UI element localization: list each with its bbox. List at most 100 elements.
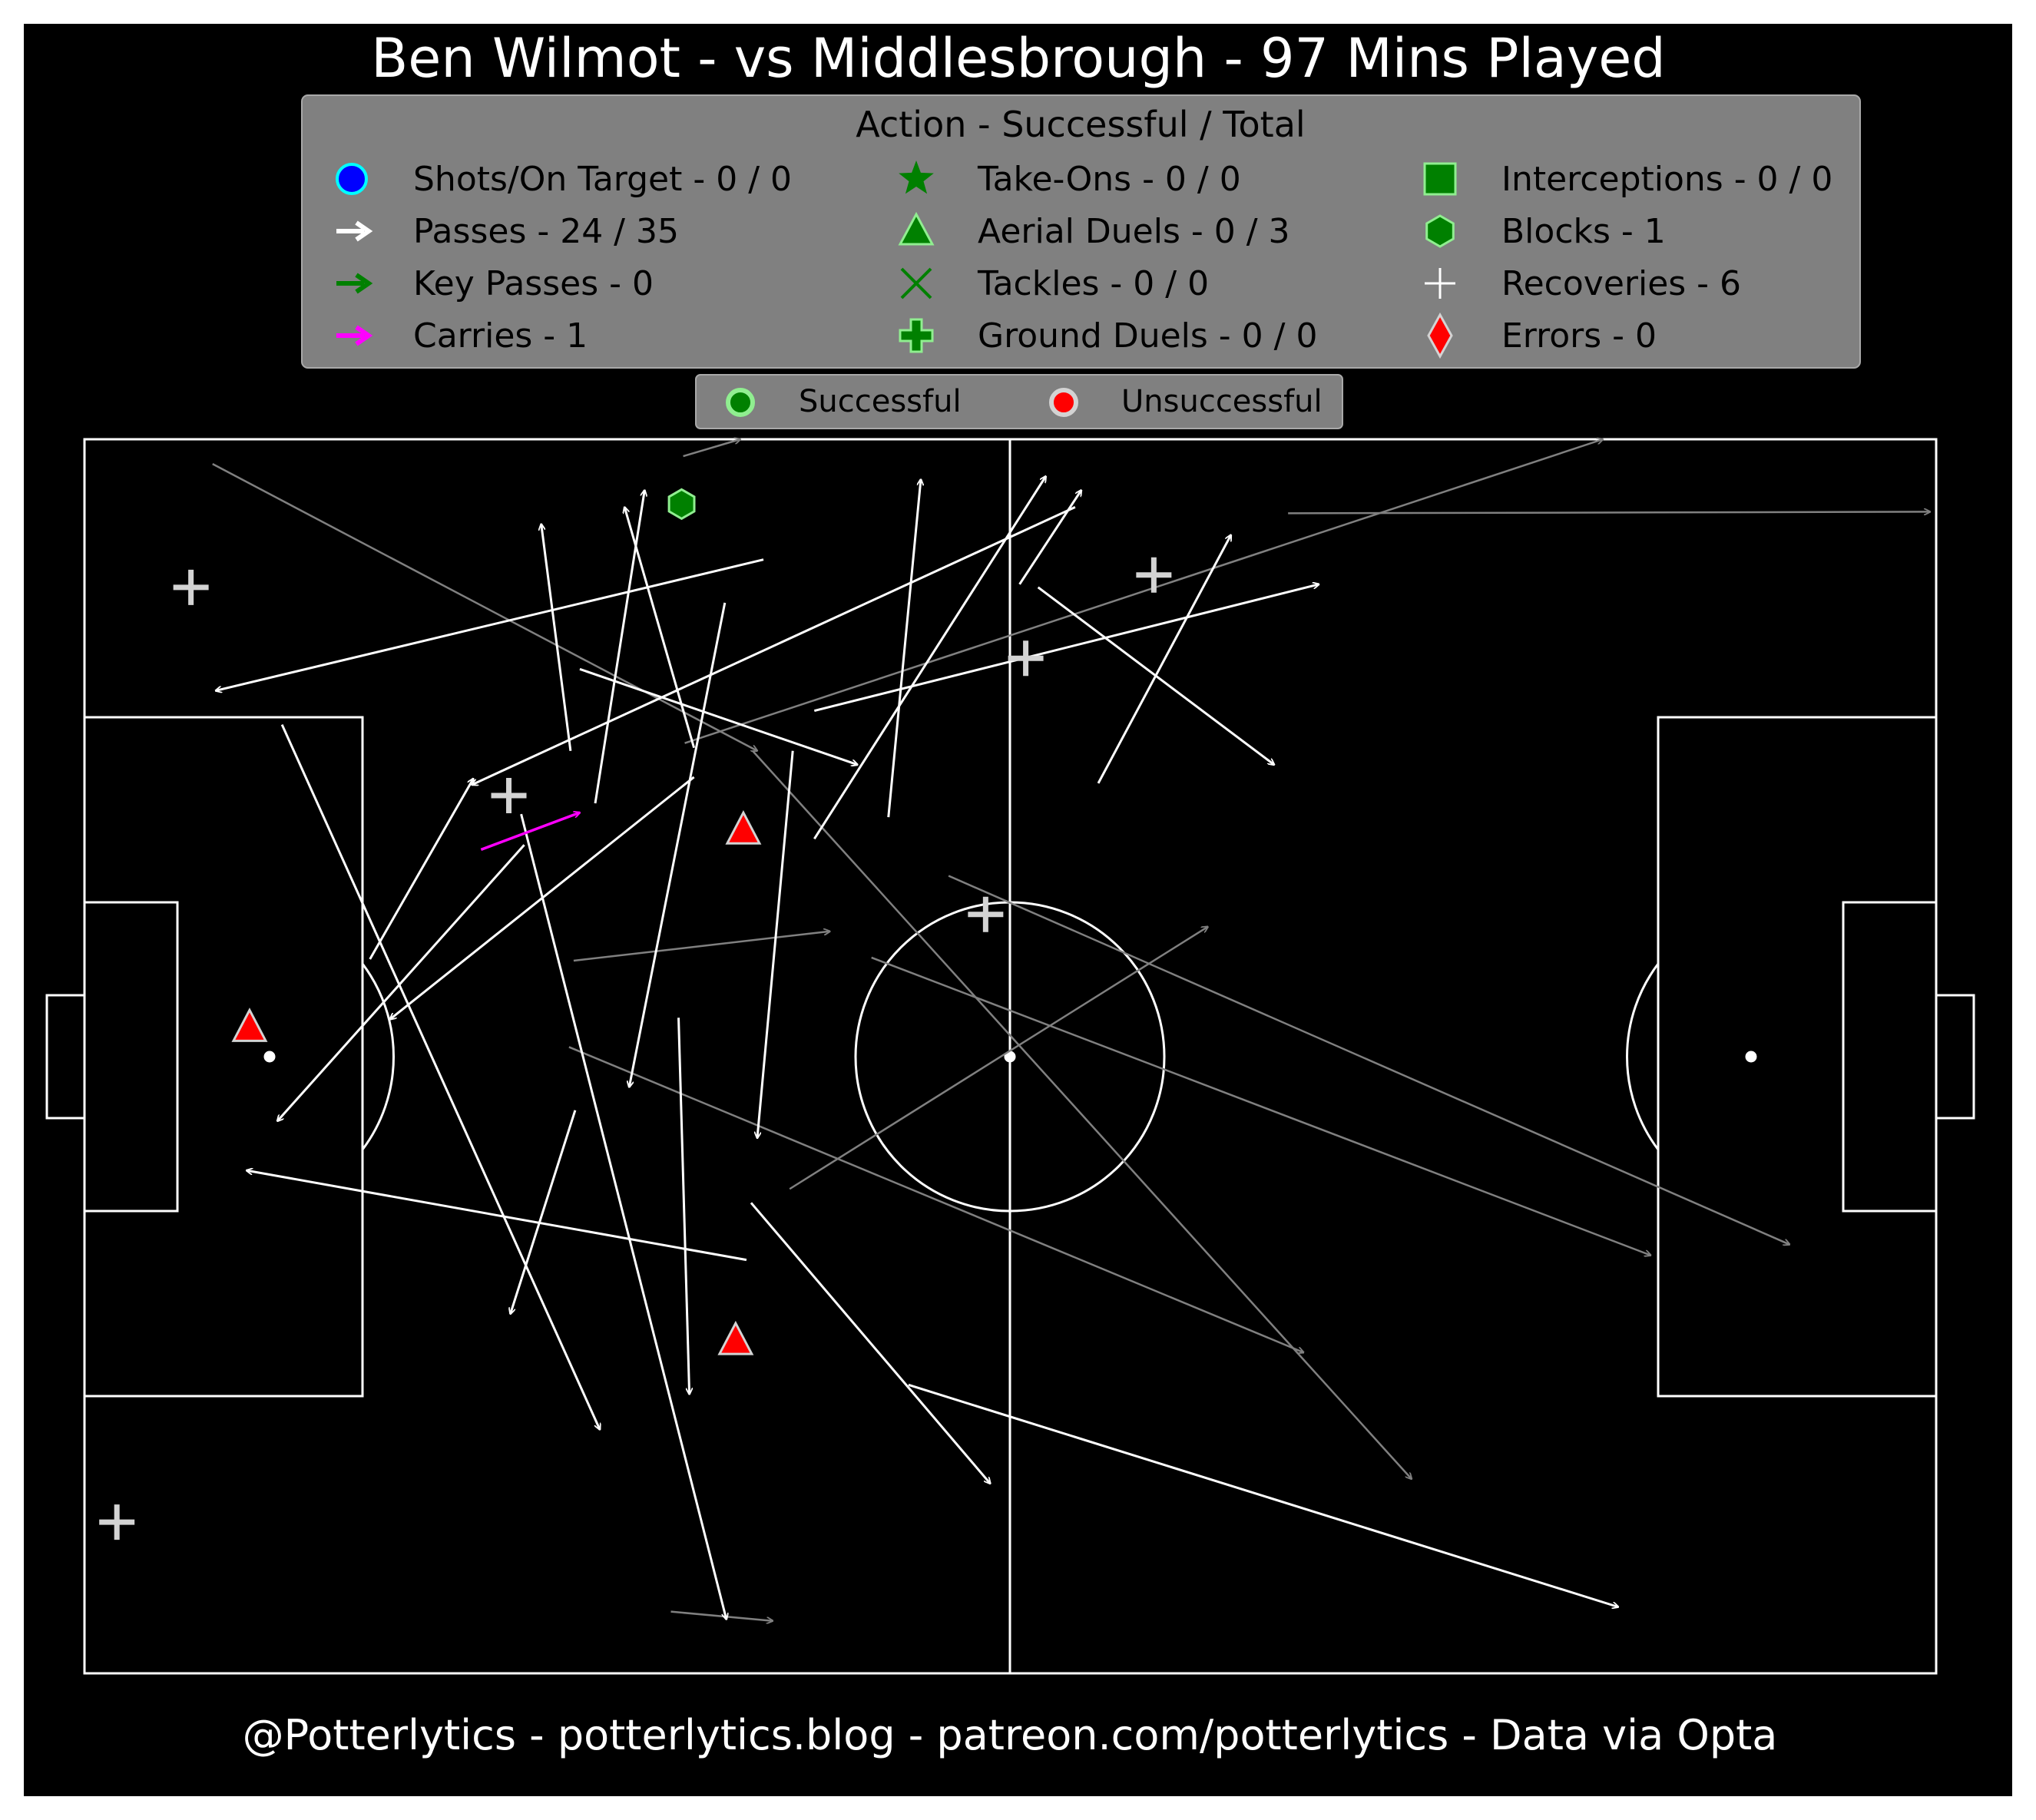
successful-pass-arrow (1037, 586, 1274, 765)
successful-pass-arrow (908, 1383, 1618, 1607)
events (99, 439, 1930, 1621)
legend-item-tackles: Tackles - 0 / 0 (900, 264, 1209, 303)
carry-arrow (480, 812, 580, 851)
legend-item-recoveries: Recoveries - 6 (1425, 264, 1741, 303)
aerial-duel-unsuccessful-marker (231, 1008, 268, 1042)
successful-pass-arrow (369, 779, 474, 960)
legend-item-ground-duels: Ground Duels - 0 / 0 (899, 316, 1317, 356)
legend-item-label: Ground Duels - 0 / 0 (978, 316, 1317, 356)
successful-pass-arrow (677, 1018, 690, 1394)
unsuccessful-pass-arrow (789, 927, 1207, 1190)
legend-item-label: Recoveries - 6 (1501, 264, 1741, 303)
successful-pass-arrow (277, 844, 525, 1121)
arrow-head-icon (355, 220, 373, 242)
successful-pass-arrow (629, 602, 727, 1087)
triangle-icon (898, 211, 935, 246)
legend-item-take-ons: Take-Ons - 0 / 0 (899, 160, 1241, 199)
legend-item-label: Aerial Duels - 0 / 3 (978, 212, 1290, 251)
footer-credit: @Potterlytics - potterlytics.blog - patr… (243, 1711, 1778, 1759)
unsuccessful-pass-arrow (752, 750, 1412, 1479)
hexagon-icon (1425, 214, 1455, 248)
plus-icon (899, 318, 934, 353)
unsuccessful-pass-arrow (871, 956, 1651, 1256)
successful-pass-arrow (247, 1170, 747, 1262)
legend-item-passes: Passes - 24 / 35 (336, 212, 679, 251)
square-icon (1423, 162, 1457, 196)
legend-item-label: Passes - 24 / 35 (413, 212, 679, 251)
successful-label: Successful (799, 384, 962, 419)
legend-item-label: Key Passes - 0 (413, 264, 654, 303)
unsuccessful-pass-arrow (1288, 511, 1930, 513)
outcome-legend: Successful Unsuccessful (695, 374, 1343, 429)
left-penalty-spot (263, 1051, 276, 1063)
legend-item-label: Carries - 1 (413, 316, 588, 356)
successful-pass-arrow (887, 479, 921, 818)
legend-item-carries: Carries - 1 (336, 316, 588, 356)
recovery-marker (1136, 557, 1172, 593)
legend-item-label: Take-Ons - 0 / 0 (977, 160, 1241, 199)
successful-pass-arrow (813, 476, 1045, 840)
successful-pass-arrow (750, 1202, 990, 1484)
arrow-head-icon (355, 325, 373, 346)
successful-pass-arrow (624, 507, 696, 749)
successful-pass-arrow (472, 506, 1076, 785)
recovery-marker (491, 778, 527, 814)
unsuccessful-marker-icon (1049, 388, 1078, 417)
right-goal (1935, 994, 1975, 1120)
legend-item-label: Errors - 0 (1501, 316, 1657, 356)
legend-title: Action - Successful / Total (856, 104, 1305, 145)
recovery-marker (173, 569, 209, 605)
unsuccessful-pass-arrow (212, 463, 757, 751)
right-penalty-spot (1745, 1051, 1757, 1063)
unsuccessful-label: Unsuccessful (1121, 384, 1323, 419)
successful-pass-arrow (594, 490, 644, 804)
legend-item-label: Shots/On Target - 0 / 0 (413, 160, 792, 199)
unsuccessful-pass-arrow (684, 439, 1603, 744)
legend-item-interceptions: Interceptions - 0 / 0 (1423, 160, 1832, 199)
legend-item-blocks: Blocks - 1 (1425, 212, 1666, 251)
successful-pass-arrow (579, 667, 858, 765)
unsuccessful-pass-arrow (683, 439, 740, 458)
successful-pass-arrow (511, 1110, 577, 1314)
right-penalty-arc (1625, 963, 1660, 1150)
legend-items: Shots/On Target - 0 / 0 Passes - 24 / 35 K… (336, 160, 1832, 359)
shot-icon (336, 163, 368, 195)
recovery-marker (968, 896, 1004, 932)
legend-item-errors: Errors - 0 (1427, 312, 1657, 359)
block-marker (667, 488, 696, 521)
successful-pass-arrow (813, 584, 1319, 712)
successful-pass-arrow (1097, 535, 1231, 784)
successful-pass-arrow (1018, 490, 1081, 585)
successful-pass-arrow (757, 750, 794, 1138)
x-icon (900, 267, 932, 299)
unsuccessful-pass-arrow (568, 1046, 1303, 1352)
legend-item-label: Interceptions - 0 / 0 (1501, 160, 1832, 199)
successful-marker-icon (726, 388, 755, 417)
aerial-duel-unsuccessful-marker (725, 809, 762, 845)
unsuccessful-pass-arrow (573, 932, 830, 962)
successful-pass-arrow (216, 558, 764, 691)
legend-item-key-passes: Key Passes - 0 (336, 264, 654, 303)
successful-pass-arrow (541, 524, 572, 751)
successful-pass-arrow (280, 724, 600, 1430)
aerial-duel-unsuccessful-marker (717, 1320, 754, 1355)
legend-item-label: Tackles - 0 / 0 (977, 264, 1209, 303)
arrow-head-icon (355, 273, 373, 294)
outcome-legend-box (695, 374, 1343, 429)
recovery-marker (99, 1504, 135, 1540)
legend: Action - Successful / Total Shots/On Tar… (301, 94, 1861, 369)
left-penalty-arc (361, 963, 396, 1150)
legend-item-shots: Shots/On Target - 0 / 0 (336, 160, 792, 199)
diamond-icon (1427, 312, 1453, 359)
chart-title: Ben Wilmot - vs Middlesbrough - 97 Mins … (371, 27, 1666, 90)
legend-box (301, 94, 1861, 369)
successful-pass-arrow (520, 813, 727, 1620)
recovery-icon (1425, 268, 1455, 299)
legend-item-aerial-duels: Aerial Duels - 0 / 3 (898, 211, 1290, 251)
left-goal (45, 994, 86, 1120)
recovery-marker (1008, 640, 1044, 677)
centre-spot (1004, 1051, 1016, 1063)
unsuccessful-pass-arrow (948, 875, 1789, 1244)
legend-item-label: Blocks - 1 (1501, 212, 1666, 251)
